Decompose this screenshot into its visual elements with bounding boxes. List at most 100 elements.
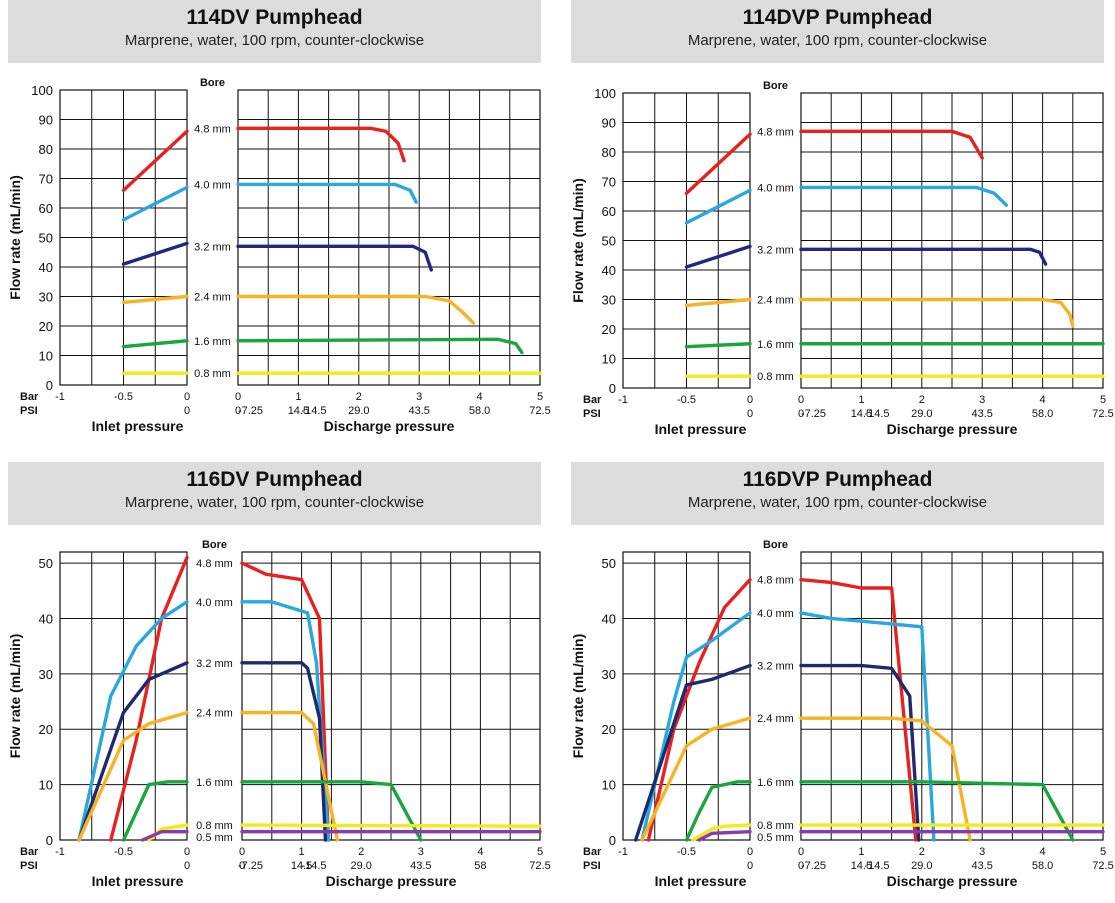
discharge-axis-title: Discharge pressure (887, 421, 1018, 437)
y-tick-label: 100 (31, 83, 53, 98)
discharge-bar-tick: 0 (798, 394, 804, 406)
inlet-axis-title: Inlet pressure (92, 873, 184, 889)
series-line-inlet (697, 829, 752, 842)
discharge-psi-tick: 14.5 (851, 408, 872, 420)
y-tick-label: 90 (39, 113, 53, 128)
discharge-bar-tick: 1 (295, 391, 301, 403)
inlet-bar-tick: -0.5 (677, 394, 696, 406)
y-tick-label: 40 (39, 611, 53, 626)
series-line-discharge (799, 185, 1009, 207)
inlet-psi-tick: -14.5 (301, 405, 326, 417)
series-line-discharge (799, 780, 1075, 842)
discharge-psi-tick: 72.5 (529, 405, 550, 417)
discharge-bar-tick: 0 (798, 846, 804, 858)
y-tick-label: 10 (39, 349, 53, 364)
series-line-inlet (140, 829, 189, 842)
psi-unit-label: PSI (583, 408, 601, 420)
discharge-psi-tick: 0 (798, 860, 804, 872)
y-tick-label: 50 (39, 556, 53, 571)
y-tick-label: 0 (609, 381, 616, 396)
series-line-discharge (240, 600, 331, 842)
series-line-inlet (121, 185, 189, 222)
discharge-psi-tick: 14.5 (291, 860, 312, 872)
discharge-bar-tick: 3 (418, 846, 424, 858)
chart-header: 114DVP Pumphead Marprene, water, 100 rpm… (571, 0, 1104, 63)
y-tick-label: 0 (46, 378, 53, 393)
bore-label: 0.5 mm (196, 832, 233, 844)
inlet-bar-tick: -1 (618, 394, 628, 406)
discharge-bar-tick: 0 (235, 391, 241, 403)
series-line-discharge (240, 661, 328, 842)
bore-label: 0.8 mm (757, 820, 794, 832)
series-line-inlet (77, 600, 189, 842)
inlet-bar-tick: -1 (55, 391, 65, 403)
bore-label: 1.6 mm (196, 777, 233, 789)
bore-label: 4.8 mm (194, 123, 231, 135)
y-axis-label: Flow rate (mL/min) (570, 634, 586, 758)
discharge-bar-tick: 5 (537, 846, 543, 858)
discharge-bar-tick: 5 (1100, 394, 1106, 406)
discharge-psi-tick: 58.0 (1032, 860, 1053, 872)
discharge-axis-title: Discharge pressure (326, 873, 457, 889)
discharge-psi-tick: 72.5 (529, 860, 550, 872)
series-line-inlet (109, 555, 189, 842)
inlet-bar-tick: 0 (184, 391, 190, 403)
discharge-plot-frame (237, 89, 541, 386)
y-tick-label: 50 (602, 556, 616, 571)
inlet-bar-tick: -1 (55, 846, 65, 858)
chart-subtitle: Marprene, water, 100 rpm, counter-clockw… (124, 32, 425, 49)
series-line-discharge (240, 823, 542, 828)
bore-label: 4.0 mm (194, 179, 231, 191)
bore-label: 4.8 mm (757, 575, 794, 587)
series-line-inlet (121, 241, 189, 266)
inlet-plot-frame (59, 89, 188, 386)
inlet-psi-tick: -7.25 (801, 408, 826, 420)
bore-heading: Bore (763, 539, 788, 551)
inlet-bar-tick: -0.5 (677, 846, 696, 858)
y-tick-label: 50 (39, 231, 53, 246)
y-tick-label: 80 (39, 142, 53, 157)
chart-subtitle: Marprene, water, 100 rpm, counter-clockw… (687, 494, 988, 511)
bar-unit-label: Bar (20, 391, 39, 403)
series-line-discharge (799, 611, 936, 842)
series-line-inlet (640, 611, 752, 842)
bore-heading: Bore (202, 539, 227, 551)
discharge-plot-frame (241, 551, 541, 841)
series-line-discharge (799, 663, 921, 842)
y-tick-label: 40 (602, 611, 616, 626)
discharge-psi-tick: 0 (239, 860, 245, 872)
inlet-psi-tick: 0 (747, 408, 753, 420)
discharge-psi-tick: 58.0 (469, 405, 490, 417)
y-tick-label: 0 (46, 833, 53, 848)
bore-label: 4.0 mm (196, 597, 233, 609)
discharge-bar-tick: 1 (858, 394, 864, 406)
inlet-psi-tick: -14.5 (301, 860, 326, 872)
bore-label: 0.8 mm (194, 368, 231, 380)
discharge-psi-tick: 43.5 (971, 860, 992, 872)
series-line-inlet (684, 780, 752, 842)
series-line-inlet (684, 297, 752, 308)
y-tick-label: 30 (602, 667, 616, 682)
series-line-inlet (121, 294, 189, 305)
bore-label: 1.6 mm (194, 336, 231, 348)
chart-subtitle: Marprene, water, 100 rpm, counter-clockw… (124, 494, 425, 511)
y-tick-label: 20 (39, 319, 53, 334)
series-line-discharge (799, 577, 918, 842)
series-line-inlet (77, 661, 189, 842)
bore-label: 2.4 mm (757, 713, 794, 725)
series-line-discharge (799, 129, 984, 160)
discharge-bar-tick: 2 (919, 394, 925, 406)
series-line-inlet (640, 716, 752, 842)
bore-label: 2.4 mm (194, 292, 231, 304)
y-tick-label: 30 (39, 667, 53, 682)
bore-label: 3.2 mm (196, 658, 233, 670)
series-line-inlet (646, 577, 752, 842)
